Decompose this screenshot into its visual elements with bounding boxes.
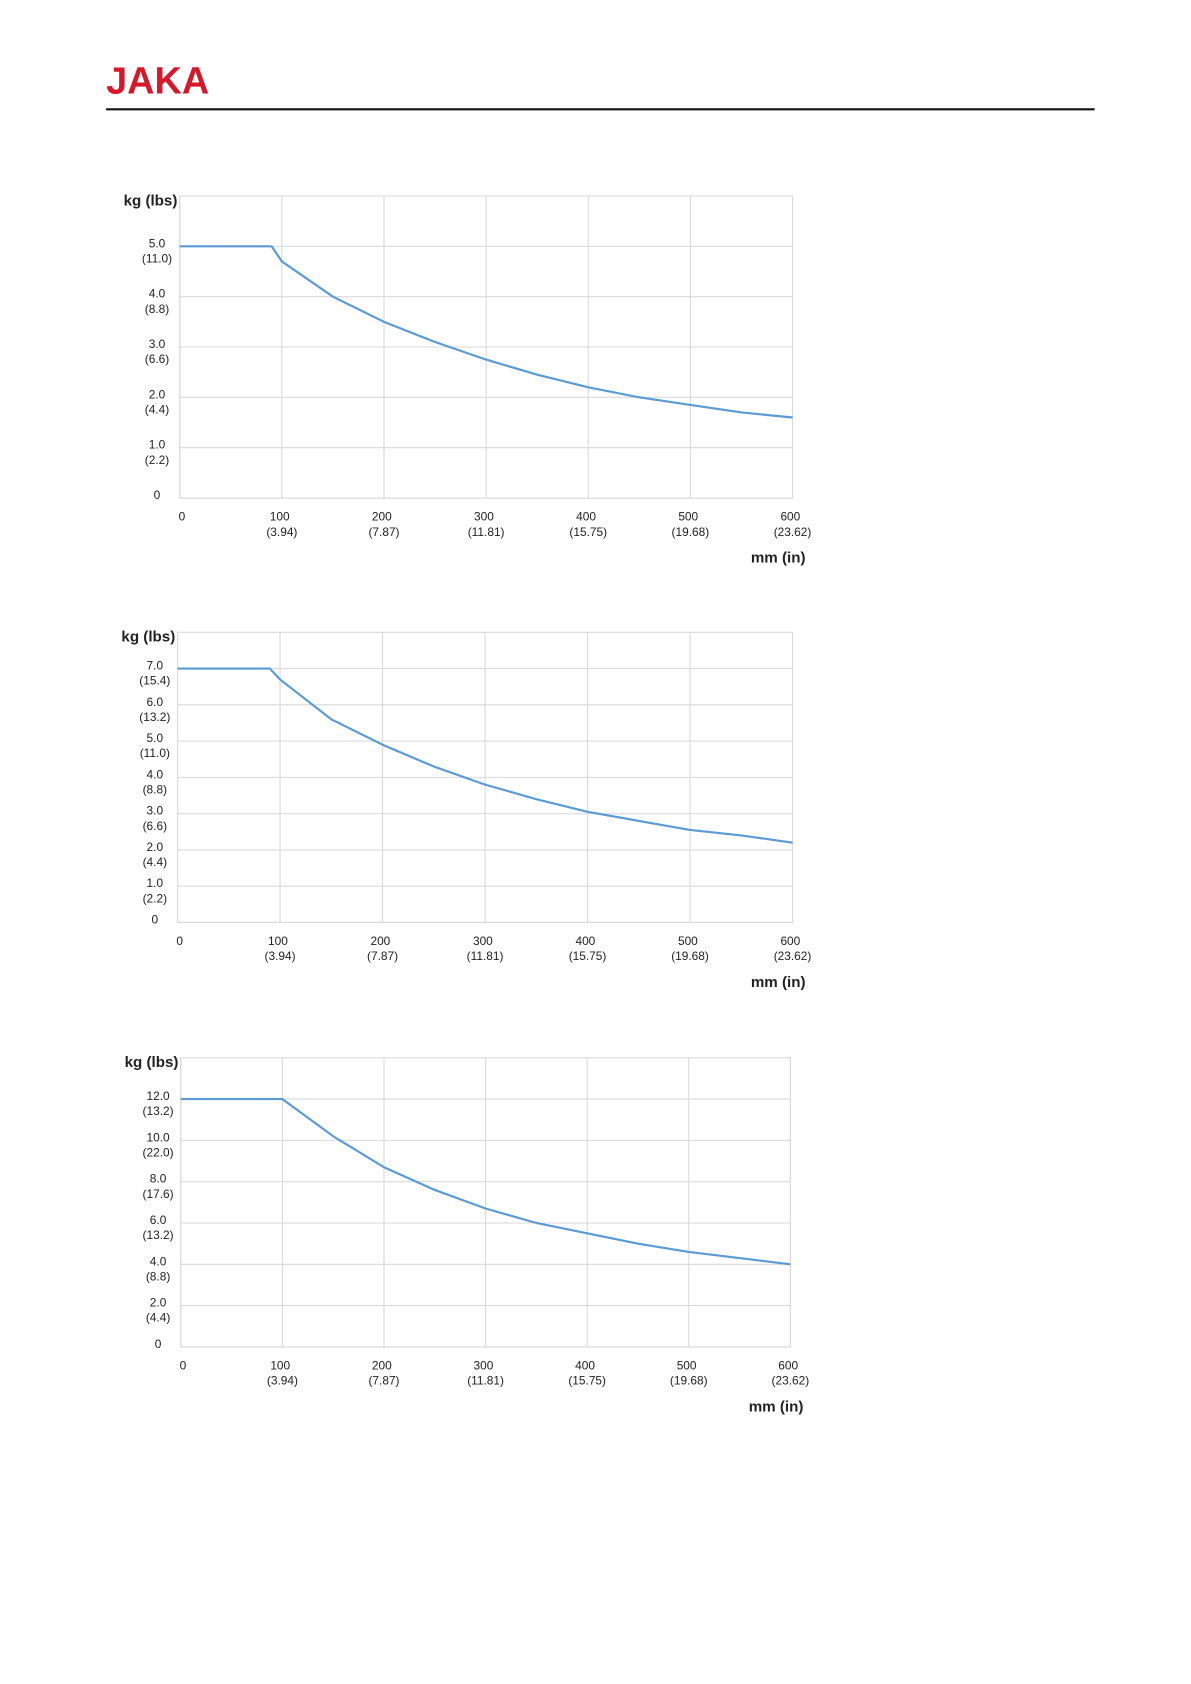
y-tick-label: 0 — [155, 1337, 162, 1351]
x-tick-label: 200 — [372, 1359, 392, 1373]
y-tick-sublabel: (13.2) — [143, 1104, 174, 1118]
x-tick-label: 0 — [176, 934, 183, 948]
x-tick-label: 100 — [268, 934, 288, 948]
x-tick-label: 300 — [474, 510, 494, 524]
x-tick-sublabel: (11.81) — [467, 949, 504, 963]
y-tick-label: 0 — [154, 488, 161, 502]
x-tick-sublabel: (7.87) — [368, 525, 399, 539]
x-tick-label: 0 — [180, 1359, 187, 1373]
y-tick-label: 5.0 — [147, 731, 164, 745]
x-tick-label: 100 — [270, 510, 290, 524]
y-tick-sublabel: (4.4) — [143, 855, 167, 869]
y-tick-label: 1.0 — [149, 438, 166, 452]
y-tick-label: 12.0 — [146, 1089, 170, 1103]
y-tick-sublabel: (6.6) — [145, 352, 169, 366]
y-tick-label: 4.0 — [150, 1254, 167, 1268]
x-tick-sublabel: (11.81) — [467, 1374, 504, 1388]
x-tick-sublabel: (23.62) — [774, 949, 812, 963]
y-tick-label: 2.0 — [150, 1296, 167, 1310]
y-tick-label: 6.0 — [147, 695, 164, 709]
x-tick-label: 300 — [474, 1359, 494, 1373]
y-tick-label: 10.0 — [146, 1130, 170, 1144]
x-tick-label: 600 — [778, 1359, 798, 1373]
y-tick-sublabel: (8.8) — [145, 302, 169, 316]
x-axis-label: mm (in) — [749, 1399, 804, 1416]
y-tick-label: 3.0 — [149, 337, 166, 351]
x-tick-label: 500 — [678, 510, 698, 524]
y-tick-sublabel: (4.4) — [146, 1311, 170, 1325]
y-tick-sublabel: (2.2) — [145, 453, 169, 467]
x-tick-label: 600 — [780, 510, 800, 524]
data-line — [180, 1098, 791, 1266]
y-tick-label: 2.0 — [149, 387, 166, 401]
x-tick-label: 400 — [575, 934, 595, 948]
x-tick-label: 500 — [678, 934, 698, 948]
y-tick-label: 4.0 — [149, 287, 166, 301]
y-tick-label: 8.0 — [150, 1172, 167, 1186]
x-tick-label: 500 — [677, 1359, 697, 1373]
x-tick-sublabel: (7.87) — [368, 1374, 399, 1388]
y-tick-label: 1.0 — [147, 876, 164, 890]
y-tick-sublabel: (2.2) — [143, 891, 167, 905]
y-tick-label: 3.0 — [147, 804, 164, 818]
y-tick-sublabel: (6.6) — [143, 819, 167, 833]
logo: JAKA — [106, 60, 209, 102]
data-line — [179, 245, 793, 419]
y-tick-label: 4.0 — [147, 767, 164, 781]
y-tick-sublabel: (4.4) — [145, 402, 169, 416]
y-tick-sublabel: (8.8) — [146, 1269, 170, 1283]
x-tick-label: 100 — [270, 1359, 290, 1373]
x-tick-label: 200 — [370, 934, 390, 948]
x-tick-sublabel: (11.81) — [468, 525, 505, 539]
x-tick-sublabel: (23.62) — [774, 525, 812, 539]
x-tick-label: 400 — [576, 510, 596, 524]
y-tick-label: 2.0 — [147, 840, 164, 854]
content: JAKA 01.0(2.2)2.0(4.4)3.0(6.6)4.0(8.8)5.… — [106, 60, 1095, 1416]
x-axis-label: mm (in) — [751, 550, 806, 567]
x-tick-label: 0 — [179, 510, 186, 524]
data-line — [177, 667, 793, 844]
y-tick-sublabel: (17.6) — [143, 1187, 174, 1201]
x-tick-sublabel: (19.68) — [670, 1374, 708, 1388]
x-tick-label: 300 — [473, 934, 493, 948]
x-tick-sublabel: (3.94) — [265, 949, 296, 963]
y-axis-label: kg (lbs) — [124, 192, 178, 209]
x-tick-label: 600 — [780, 934, 800, 948]
y-tick-sublabel: (11.0) — [142, 251, 172, 265]
x-tick-sublabel: (15.75) — [568, 1374, 606, 1388]
x-tick-sublabel: (19.68) — [672, 525, 710, 539]
y-tick-sublabel: (15.4) — [139, 674, 170, 688]
x-tick-label: 200 — [372, 510, 392, 524]
x-tick-sublabel: (15.75) — [569, 949, 607, 963]
x-tick-sublabel: (15.75) — [569, 525, 607, 539]
y-tick-label: 7.0 — [147, 659, 164, 673]
y-tick-label: 0 — [152, 912, 159, 926]
y-tick-label: 5.0 — [149, 236, 166, 250]
y-tick-sublabel: (13.2) — [143, 1228, 174, 1242]
x-tick-label: 400 — [575, 1359, 595, 1373]
x-tick-sublabel: (7.87) — [367, 949, 398, 963]
y-tick-sublabel: (22.0) — [143, 1146, 174, 1160]
x-tick-sublabel: (3.94) — [266, 525, 297, 539]
y-tick-sublabel: (8.8) — [143, 783, 167, 797]
y-tick-sublabel: (13.2) — [139, 710, 170, 724]
y-axis-label: kg (lbs) — [125, 1054, 179, 1071]
y-axis-label: kg (lbs) — [121, 629, 175, 646]
x-tick-sublabel: (23.62) — [772, 1374, 810, 1388]
x-tick-sublabel: (3.94) — [267, 1374, 298, 1388]
y-tick-label: 6.0 — [150, 1213, 167, 1227]
x-tick-sublabel: (19.68) — [671, 949, 709, 963]
x-axis-label: mm (in) — [751, 974, 806, 991]
y-tick-sublabel: (11.0) — [140, 746, 170, 760]
